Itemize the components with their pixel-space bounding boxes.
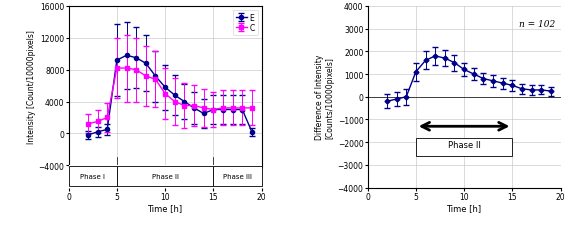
Y-axis label: Intensity [Count/10000pixels]: Intensity [Count/10000pixels]: [27, 30, 36, 143]
Text: Phase II: Phase II: [448, 140, 480, 149]
Text: n = 102: n = 102: [519, 19, 555, 28]
Bar: [213, 167, 261, 187]
Bar: [69, 167, 117, 187]
Y-axis label: Difference of Intensity
[Counts/10000pixels]: Difference of Intensity [Counts/10000pix…: [315, 55, 335, 140]
Legend: E, C: E, C: [233, 11, 258, 35]
X-axis label: Time [h]: Time [h]: [148, 204, 182, 213]
Bar: [117, 167, 213, 187]
Text: Phase I: Phase I: [80, 174, 105, 180]
FancyBboxPatch shape: [416, 138, 513, 156]
X-axis label: Time [h]: Time [h]: [447, 204, 482, 213]
Text: Phase III: Phase III: [223, 174, 252, 180]
Text: Phase II: Phase II: [152, 174, 178, 180]
